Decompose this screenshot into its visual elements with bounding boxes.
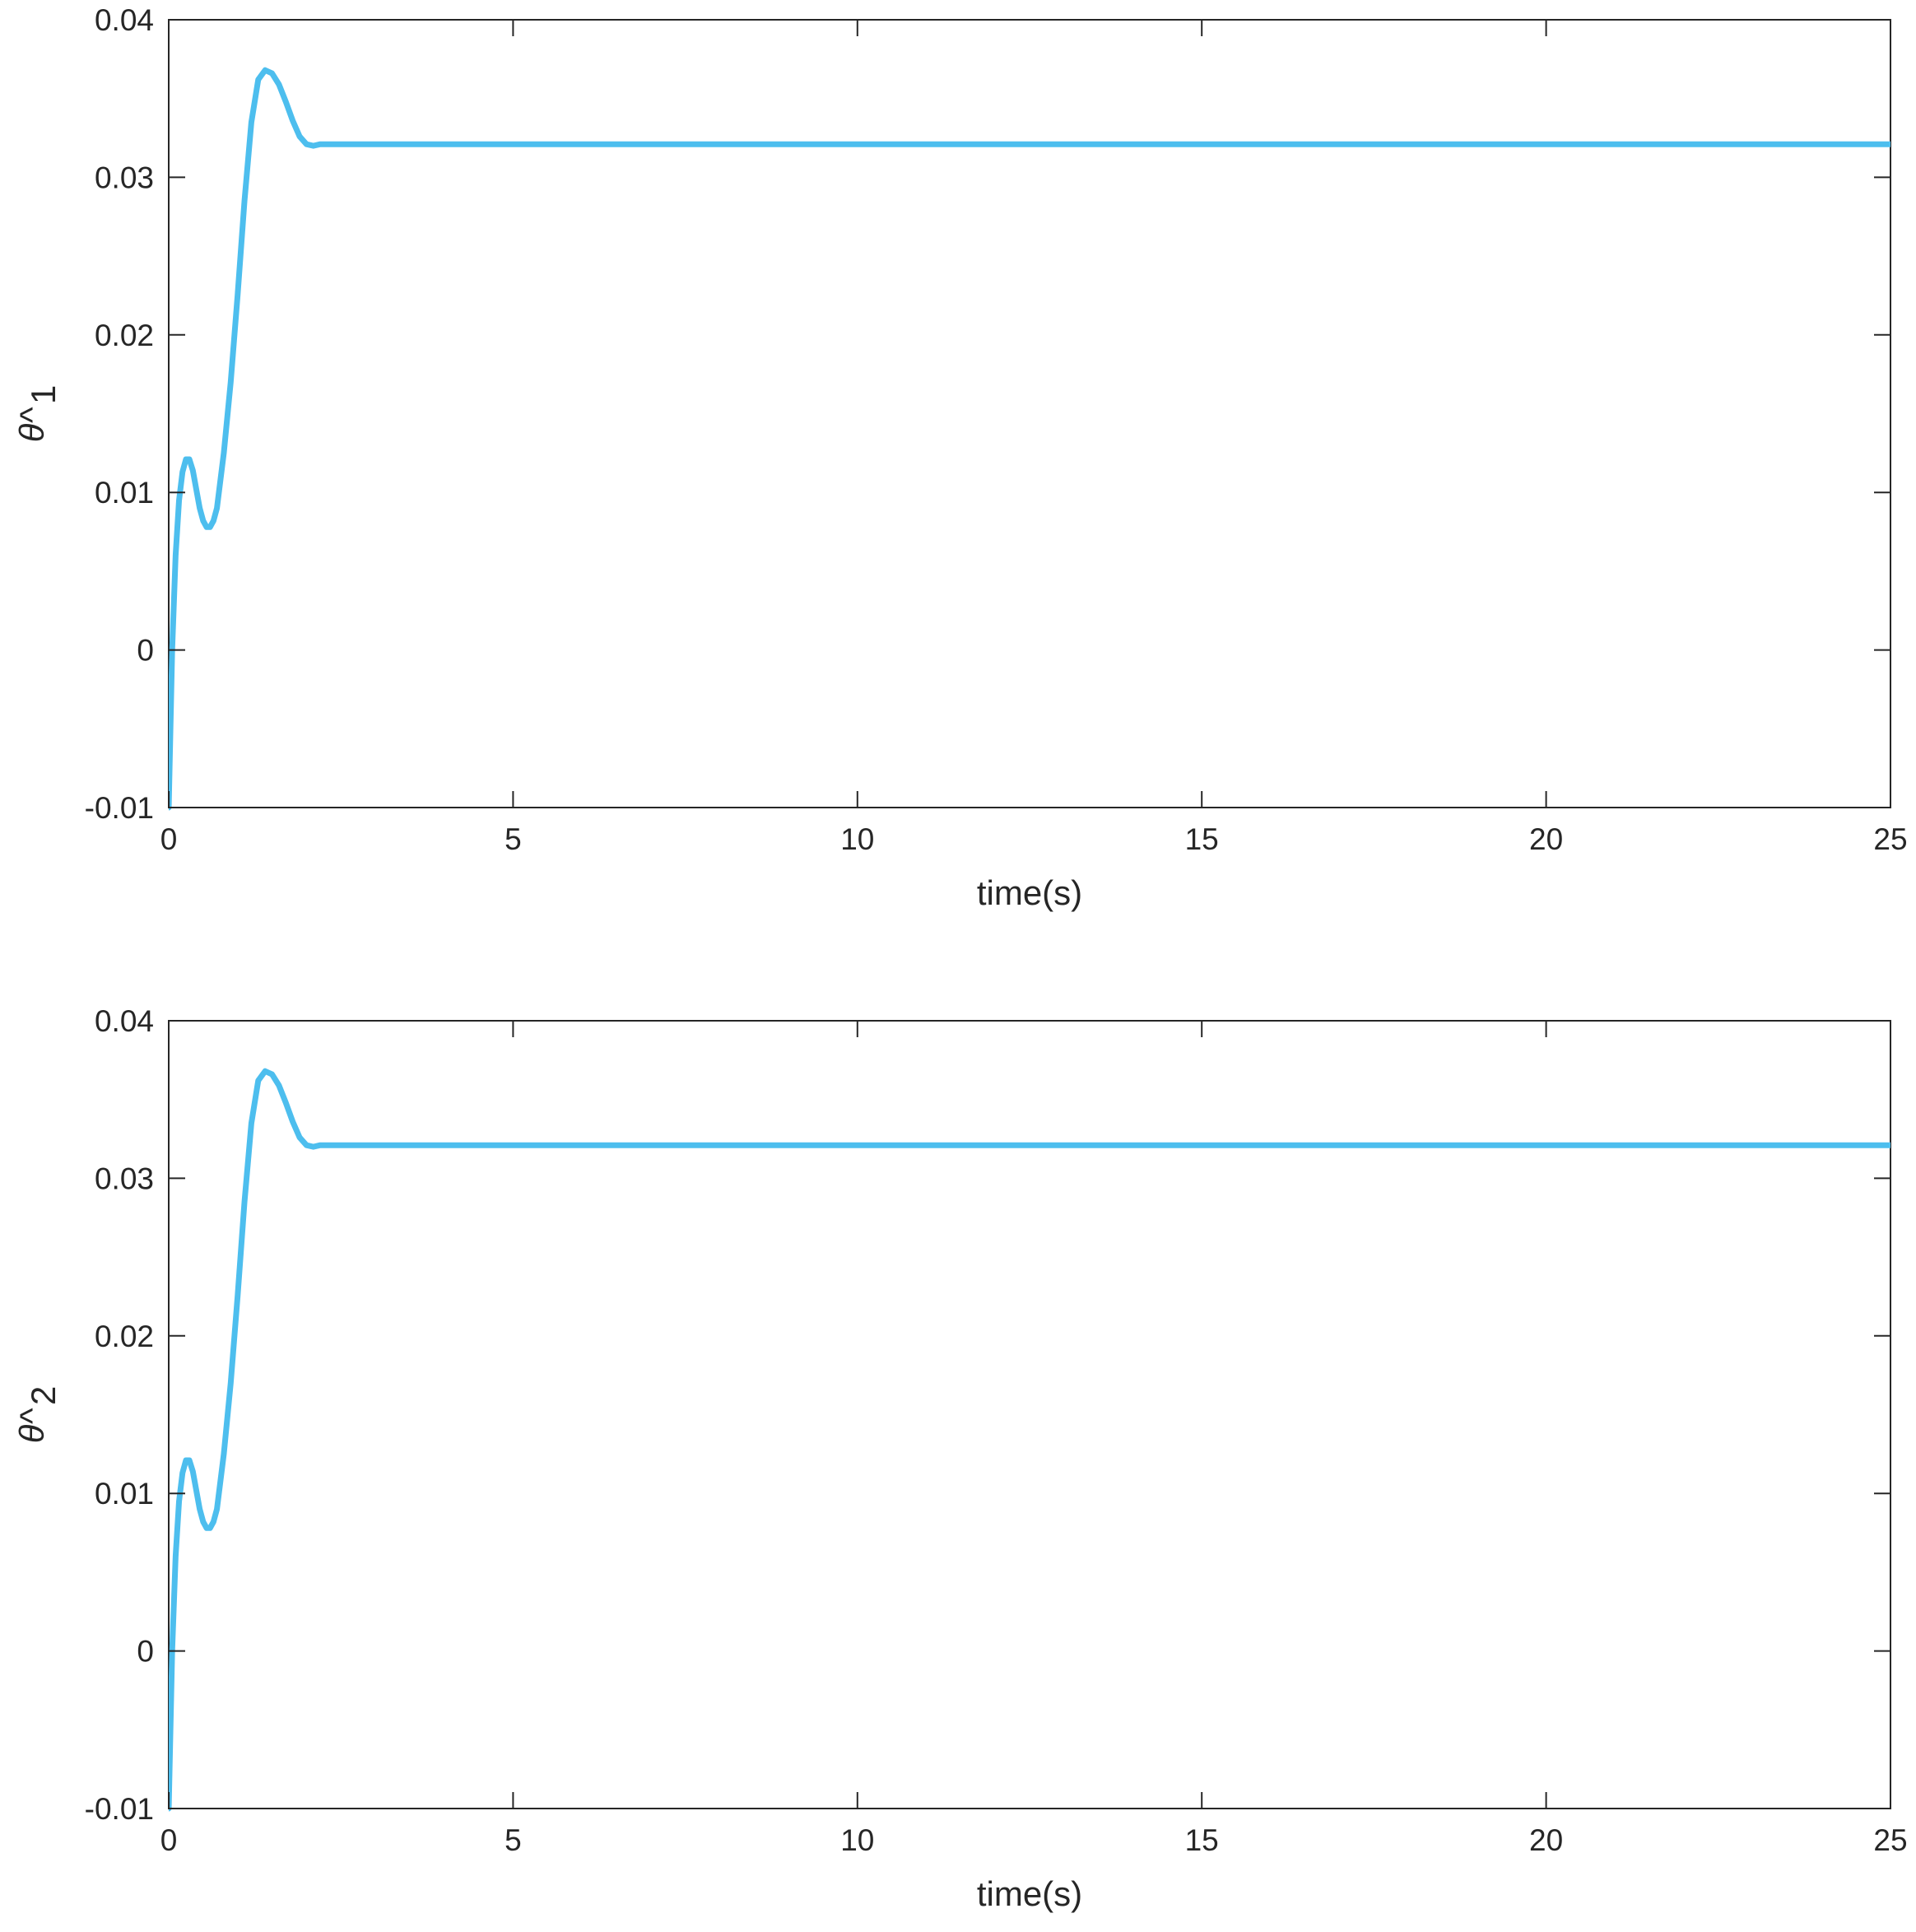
x-tick-label: 25	[1873, 1823, 1907, 1857]
y-axis-label-subscript: 2	[24, 1386, 63, 1405]
y-axis-label-base: θ^	[12, 1408, 51, 1444]
x-tick-label: 10	[840, 1823, 874, 1857]
x-tick-label: 20	[1529, 822, 1563, 856]
y-tick-label: 0.04	[95, 1004, 154, 1038]
x-tick-label: 5	[505, 1823, 522, 1857]
y-axis-label-base: θ^	[12, 407, 51, 443]
y-tick-label: 0.01	[95, 1477, 154, 1511]
subplot-top: 0 5 10 15 20 25-0.0100.010.020.030.04time(s)θ…	[12, 3, 1908, 912]
x-tick-label: 15	[1185, 822, 1219, 856]
x-tick-label: 0	[160, 1823, 178, 1857]
x-axis-label: time(s)	[977, 1874, 1082, 1913]
series-line-0	[169, 1068, 1890, 1812]
y-tick-label: 0.03	[95, 1162, 154, 1195]
x-tick-label: 5	[505, 822, 522, 856]
x-tick-label: 15	[1185, 1823, 1219, 1857]
y-tick-label: 0.03	[95, 161, 154, 194]
y-axis-label: θ^ 1	[12, 385, 63, 443]
series-line-0	[169, 67, 1890, 811]
y-tick-label: 0.01	[95, 476, 154, 510]
y-tick-label: 0.04	[95, 3, 154, 37]
y-tick-label: -0.01	[85, 1792, 154, 1826]
x-tick-label: 10	[840, 822, 874, 856]
y-axis-label: θ^ 2	[12, 1386, 63, 1444]
subplot-bottom: 0 5 10 15 20 25-0.0100.010.020.030.04time(s)θ…	[12, 1004, 1908, 1913]
y-axis-label-subscript: 1	[24, 385, 63, 404]
y-tick-label: 0.02	[95, 319, 154, 352]
x-axis-label: time(s)	[977, 873, 1082, 912]
y-tick-label: -0.01	[85, 791, 154, 825]
x-tick-label: 20	[1529, 1823, 1563, 1857]
y-tick-label: 0	[137, 634, 154, 668]
y-tick-label: 0	[137, 1635, 154, 1669]
axes-frame	[168, 19, 1891, 808]
x-tick-label: 0	[160, 822, 178, 856]
x-tick-label: 25	[1873, 822, 1907, 856]
y-tick-label: 0.02	[95, 1320, 154, 1353]
axes-frame	[168, 1020, 1891, 1809]
